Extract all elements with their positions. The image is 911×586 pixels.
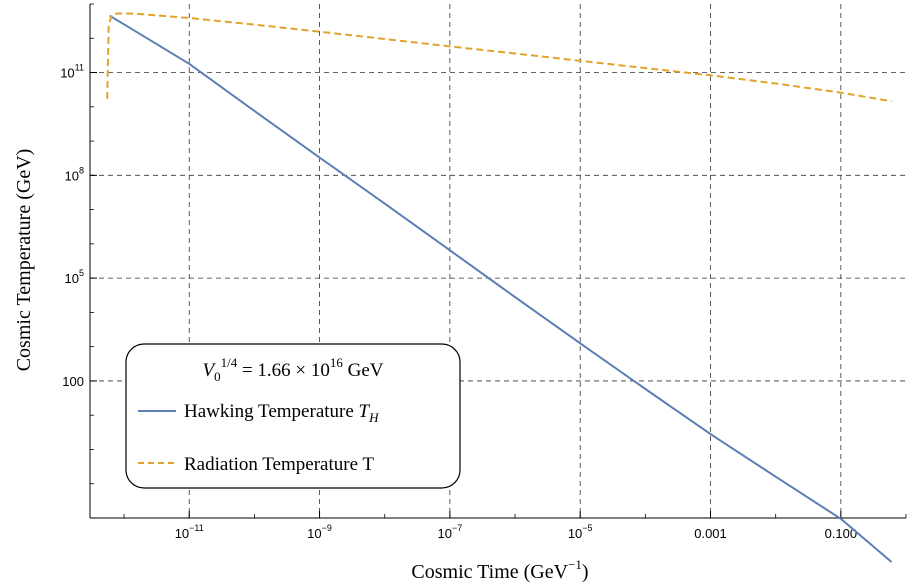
legend-label-radiation: Radiation Temperature T (184, 454, 374, 475)
x-tick-label: 10−5 (568, 523, 593, 541)
y-tick-label: 108 (65, 165, 84, 183)
axes (89, 3, 907, 519)
legend-title: V01/4 = 1.66 × 1016 GeV (202, 355, 383, 384)
y-tick-label: 105 (65, 268, 84, 286)
x-tick-label: 10−7 (438, 523, 463, 541)
x-tick-label: 10−9 (307, 523, 332, 541)
y-tick-label: 100 (62, 374, 84, 389)
x-tick-label: 0.100 (825, 526, 858, 541)
x-axis-title-close: ) (582, 561, 589, 583)
legend-label-hawking: Hawking Temperature TH (184, 401, 379, 425)
legend: V01/4 = 1.66 × 1016 GeV Hawking Temperat… (125, 343, 461, 489)
ticks: 10−11 10−9 10−7 10−5 0.001 0.100 100 105 108 1011 (60, 63, 857, 541)
hawking-temperature-line (109, 14, 893, 563)
radiation-temperature-line (106, 12, 892, 103)
series-layer (106, 12, 893, 563)
x-axis-title: Cosmic Time (GeV−1) (411, 557, 588, 583)
y-tick-label: 1011 (60, 63, 84, 81)
y-axis-title: Cosmic Temperature (GeV) (13, 149, 35, 372)
x-tick-label: 10−11 (175, 523, 204, 541)
x-tick-label: 0.001 (694, 526, 727, 541)
x-axis-title-superscript: −1 (568, 557, 582, 572)
legend-box (125, 343, 461, 489)
